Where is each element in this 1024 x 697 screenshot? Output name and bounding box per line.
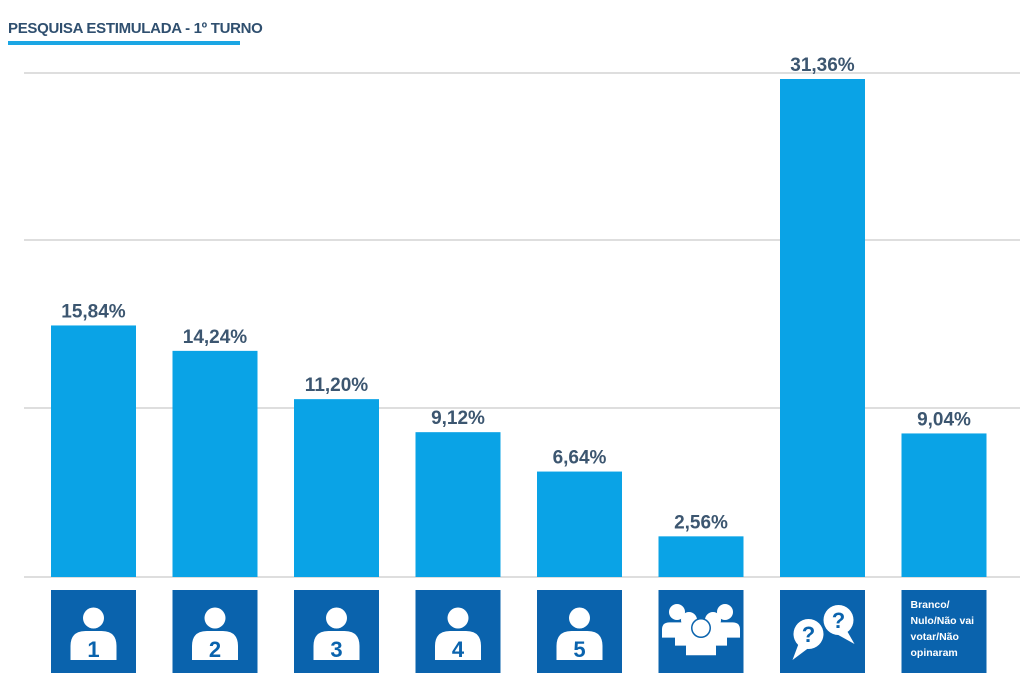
bar [658, 536, 744, 577]
tile-number: 1 [87, 637, 99, 662]
value-label: 2,56% [674, 512, 728, 533]
category-tiles: 1 2 3 4 5?? Branco/Nulo/Não vai votar/Não opina… [51, 590, 987, 673]
tile-number: 4 [452, 637, 465, 662]
bar [780, 79, 865, 577]
value-label: 6,64% [553, 448, 607, 469]
tile-number: 3 [330, 637, 342, 662]
category-tile: 5 [537, 590, 622, 673]
category-tile: 4 [415, 590, 501, 673]
bars [51, 79, 987, 577]
tile-number: 2 [209, 637, 221, 662]
value-label: 9,04% [917, 409, 971, 430]
svg-text:?: ? [832, 608, 845, 633]
title-underline [8, 41, 240, 45]
bar [172, 350, 258, 577]
category-tile: 2 [172, 590, 258, 673]
bar [537, 471, 622, 577]
question-icon: ?? [792, 605, 855, 660]
tile-number: 5 [573, 637, 585, 662]
tile-background [901, 590, 987, 673]
person-icon: 3 [313, 607, 360, 662]
category-tile: Branco/Nulo/Não vai votar/Não opinaram [901, 590, 987, 673]
person-icon: 4 [435, 607, 481, 662]
group-icon [662, 604, 740, 656]
person-icon: 2 [192, 607, 238, 662]
category-tile [658, 590, 744, 673]
value-labels: 15,84% 14,24% 11,20% 9,12% 6,64% 2,56% 31,36% 9… [61, 55, 971, 533]
value-label: 31,36% [790, 55, 855, 76]
category-tile: 3 [294, 590, 379, 673]
value-label: 15,84% [61, 301, 126, 322]
chart-title: PESQUISA ESTIMULADA - 1º TURNO [8, 20, 263, 37]
bar [294, 399, 379, 577]
category-tile: ?? [780, 590, 865, 673]
category-label: Branco/Nulo/Não vai votar/Não opinaram [911, 599, 975, 659]
person-icon: 1 [70, 607, 117, 662]
bar [901, 433, 987, 577]
person-icon: 5 [556, 607, 603, 662]
value-label: 9,12% [431, 408, 485, 429]
svg-text:?: ? [802, 622, 815, 647]
category-tile: 1 [51, 590, 136, 673]
value-label: 14,24% [183, 327, 248, 348]
value-label: 11,20% [305, 375, 368, 396]
bar [415, 432, 501, 577]
bar [51, 325, 136, 577]
